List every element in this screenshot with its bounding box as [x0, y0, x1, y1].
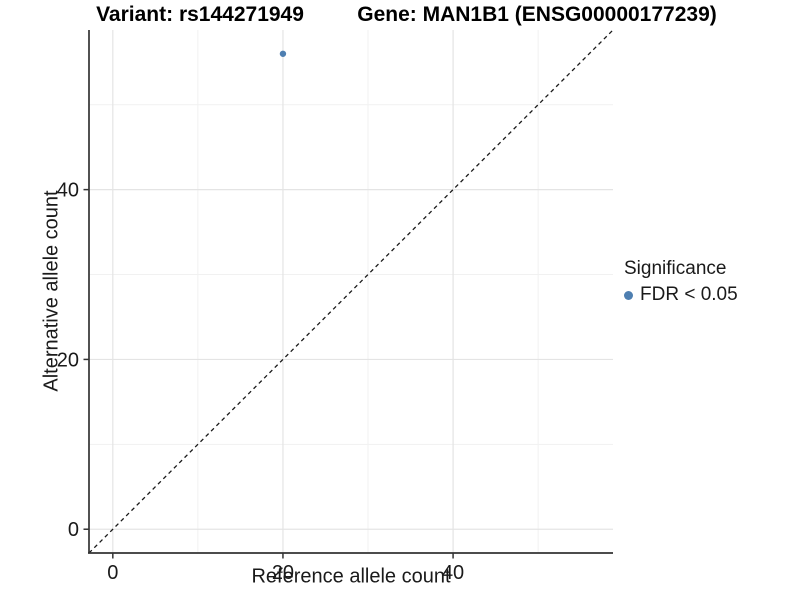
x-tick-label: 0: [107, 562, 118, 584]
y-tick-label: 0: [68, 519, 79, 541]
legend-point-icon: [624, 290, 633, 300]
legend-item: FDR < 0.05: [624, 284, 738, 306]
data-point: [279, 50, 287, 57]
x-axis-title: Reference allele count: [251, 565, 451, 588]
identity-reference-line: [88, 29, 614, 554]
y-axis-title: Alternative allele count: [40, 190, 63, 392]
gene-title: Gene: MAN1B1 (ENSG00000177239): [357, 3, 717, 26]
legend-title: Significance: [624, 258, 727, 279]
y-tick-label: 20: [57, 349, 79, 371]
legend: Significance FDR < 0.05: [624, 258, 738, 306]
x-tick-label: 20: [272, 562, 294, 584]
x-tick-label: 40: [442, 562, 464, 584]
legend-item-label: FDR < 0.05: [640, 284, 738, 305]
variant-title: Variant: rs144271949: [96, 3, 304, 26]
y-tick-label: 40: [57, 180, 79, 202]
